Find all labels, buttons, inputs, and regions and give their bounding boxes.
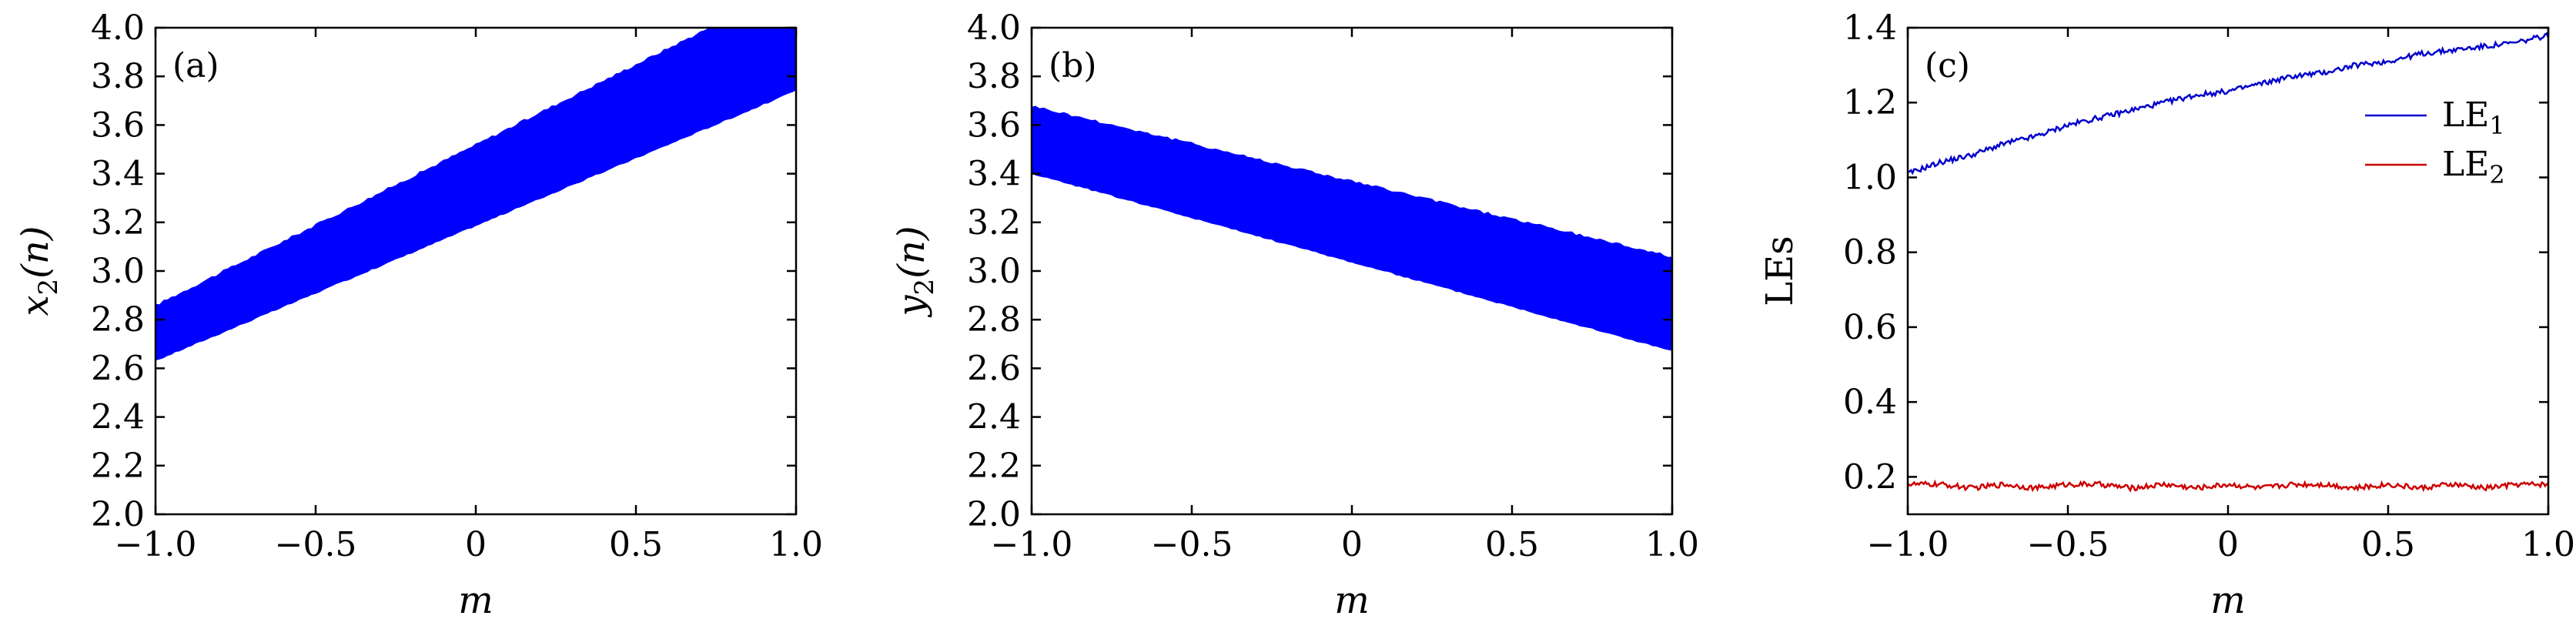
x-tick-label: −0.5: [1151, 525, 1233, 564]
y-tick-label: 0.8: [1843, 233, 1897, 273]
y-tick-label: 2.4: [91, 398, 145, 437]
x-tick-label: −1.0: [115, 525, 197, 564]
panel-label: (c): [1925, 46, 1970, 85]
x-tick-label: 0: [1341, 525, 1363, 564]
y-tick-label: 2.6: [967, 349, 1021, 388]
y-tick-label: 2.8: [91, 300, 145, 340]
y-tick-label: 3.4: [967, 155, 1021, 194]
y-tick-label: 4.0: [967, 8, 1021, 48]
x-tick-label: 0.5: [2361, 525, 2415, 564]
data-band: [1032, 105, 1672, 351]
x-tick-label: 1.0: [769, 525, 823, 564]
x-tick-label: −0.5: [2027, 525, 2109, 564]
y-tick-label: 3.2: [967, 203, 1021, 243]
y-tick-label: 0.2: [1843, 457, 1897, 497]
panel-label: (a): [172, 46, 219, 85]
x-axis-label: m: [2210, 579, 2246, 622]
y-tick-label: 2.0: [91, 495, 145, 534]
y-tick-label: 0.4: [1843, 383, 1897, 422]
chart-panel-3: −1.0 −0.5 0 0.5 1.0 0.2 0.4 0.6 0.8 1.0 1.2 1.4 (c) m…: [1758, 8, 2575, 622]
y-tick-label: 3.4: [91, 155, 145, 194]
y-tick-label: 4.0: [91, 8, 145, 48]
y-tick-label: 2.4: [967, 398, 1021, 437]
x-axis-label: m: [1334, 579, 1370, 622]
x-tick-label: 0: [2217, 525, 2239, 564]
y-tick-label: 2.6: [91, 349, 145, 388]
x-tick-label: 0.5: [1485, 525, 1539, 564]
x-axis-label: m: [458, 579, 493, 622]
y-tick-label: 1.4: [1843, 8, 1897, 48]
y-tick-label: 3.6: [967, 105, 1021, 145]
y-tick-label: 3.0: [967, 252, 1021, 291]
x-tick-label: −0.5: [275, 525, 357, 564]
y-tick-label: 3.8: [967, 57, 1021, 96]
x-tick-label: 0.5: [609, 525, 663, 564]
x-tick-label: 0: [465, 525, 487, 564]
y-axis-label: y2(n): [890, 226, 940, 317]
y-tick-label: 2.0: [967, 495, 1021, 534]
series-line-1: [1908, 32, 2548, 176]
legend-label-1: LE1: [2442, 95, 2505, 140]
x-tick-label: 1.0: [2521, 525, 2575, 564]
chart-panel-1: −1.0 −0.5 0 0.5 1.0 2.0 2.2 2.4 2.6 2.8 3.0 3.2 3.4 3…: [14, 8, 823, 622]
y-tick-label: 1.2: [1843, 83, 1897, 122]
legend-label-2: LE2: [2442, 145, 2505, 189]
x-tick-label: −1.0: [991, 525, 1073, 564]
y-axis-label: x2(n): [14, 226, 64, 316]
y-tick-label: 0.6: [1843, 308, 1897, 347]
series-line-2: [1908, 479, 2548, 493]
y-axis-label: LEs: [1758, 236, 1802, 306]
y-tick-label: 2.8: [967, 300, 1021, 340]
y-tick-label: 3.2: [91, 203, 145, 243]
data-band: [156, 28, 796, 361]
panel-label: (b): [1049, 46, 1097, 85]
y-tick-label: 3.8: [91, 57, 145, 96]
y-tick-label: 3.6: [91, 105, 145, 145]
x-tick-label: −1.0: [1867, 525, 1949, 564]
y-tick-label: 1.0: [1843, 158, 1897, 197]
y-tick-label: 3.0: [91, 252, 145, 291]
chart-panel-2: −1.0 −0.5 0 0.5 1.0 2.0 2.2 2.4 2.6 2.8 3.0 3.2 3.4 3…: [890, 8, 1699, 622]
x-tick-label: 1.0: [1645, 525, 1699, 564]
y-tick-label: 2.2: [91, 447, 145, 486]
y-tick-label: 2.2: [967, 447, 1021, 486]
